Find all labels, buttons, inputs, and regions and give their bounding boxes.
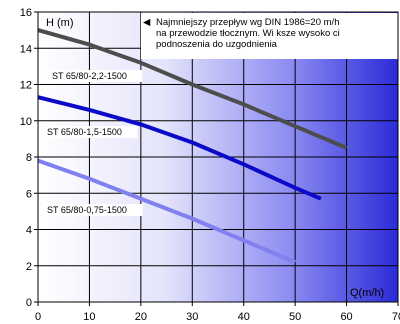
- y-tick-label: 14: [20, 43, 32, 55]
- annotation-line: Najmniejszy przepływ wg DIN 1986=20 m/h: [156, 17, 339, 28]
- y-tick-label: 6: [26, 188, 32, 200]
- series-line: [37, 28, 348, 150]
- y-tick-label: 2: [26, 261, 32, 273]
- series-label-box: [45, 204, 143, 216]
- series-label: ST 65/80-2,2-1500: [52, 71, 127, 81]
- x-tick-label: 30: [186, 311, 198, 323]
- x-tick-label: 40: [238, 311, 250, 323]
- y-tick-label: 16: [20, 7, 32, 19]
- x-axis-label: Q(m/h): [350, 287, 384, 299]
- annotation: ◀ Najmniejszy przepływ wg DIN 1986=20 m/h…: [141, 13, 398, 59]
- y-tick-label: 8: [26, 152, 32, 164]
- series-labels: ST 65/80-2,2-1500 ST 65/80-1,5-1500 ST 65/…: [45, 70, 143, 216]
- x-tick-label: 70: [392, 311, 400, 323]
- x-tick-label: 50: [289, 311, 301, 323]
- annotation-line: podnoszenia do uzgodnienia: [156, 39, 278, 50]
- x-tick-label: 60: [340, 311, 352, 323]
- y-tick-label: 10: [20, 116, 32, 128]
- series-line: [37, 158, 296, 264]
- series-line: [37, 95, 322, 201]
- series-label-box: [45, 126, 138, 138]
- axes: 0 10 20 30 40 50 60 70 0 2 4 6 8 10 12 14 16 H (m) Q(m/h): [20, 7, 400, 323]
- series-label-box: [50, 70, 143, 82]
- y-tick-label: 12: [20, 80, 32, 92]
- annotation-box: [141, 13, 398, 59]
- y-axis-label: H (m): [46, 17, 74, 29]
- annotation-line: na przewodzie tłocznym. Wi ksze wysoko c…: [156, 28, 340, 39]
- series-lines: [37, 28, 348, 264]
- y-tick-label: 4: [26, 225, 32, 237]
- y-tick-label: 0: [26, 297, 32, 309]
- x-tick-label: 0: [35, 311, 41, 323]
- series-label: ST 65/80-0,75-1500: [47, 205, 127, 215]
- x-tick-label: 20: [135, 311, 147, 323]
- x-tick-label: 10: [83, 311, 95, 323]
- annotation-marker: ◀: [143, 17, 151, 28]
- series-label: ST 65/80-1,5-1500: [47, 127, 122, 137]
